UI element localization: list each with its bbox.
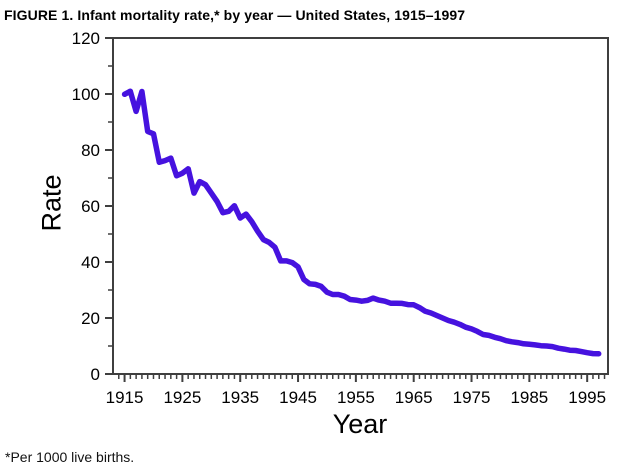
y-tick-label: 100 (72, 85, 100, 104)
plot-border (112, 37, 609, 375)
data-line-infant-mortality (121, 88, 602, 357)
x-tick-label: 1985 (510, 388, 548, 407)
y-tick-label: 40 (81, 253, 100, 272)
x-tick-label: 1915 (106, 388, 144, 407)
x-tick-label: 1945 (279, 388, 317, 407)
x-tick-label: 1995 (568, 388, 606, 407)
x-tick-label: 1955 (337, 388, 375, 407)
x-tick-label: 1965 (395, 388, 433, 407)
figure-title: FIGURE 1. Infant mortality rate,* by yea… (4, 7, 466, 23)
x-tick-label: 1935 (221, 388, 259, 407)
y-tick-label: 0 (91, 365, 100, 384)
x-tick-label: 1975 (453, 388, 491, 407)
y-tick-label: 60 (81, 197, 100, 216)
y-tick-label: 80 (81, 141, 100, 160)
footnote: *Per 1000 live births. (5, 449, 135, 465)
x-tick-label: 1925 (163, 388, 201, 407)
y-axis-label: Rate (36, 174, 67, 232)
y-tick-label: 20 (81, 309, 100, 328)
x-axis-label: Year (332, 409, 388, 439)
y-tick-label: 120 (72, 29, 100, 48)
